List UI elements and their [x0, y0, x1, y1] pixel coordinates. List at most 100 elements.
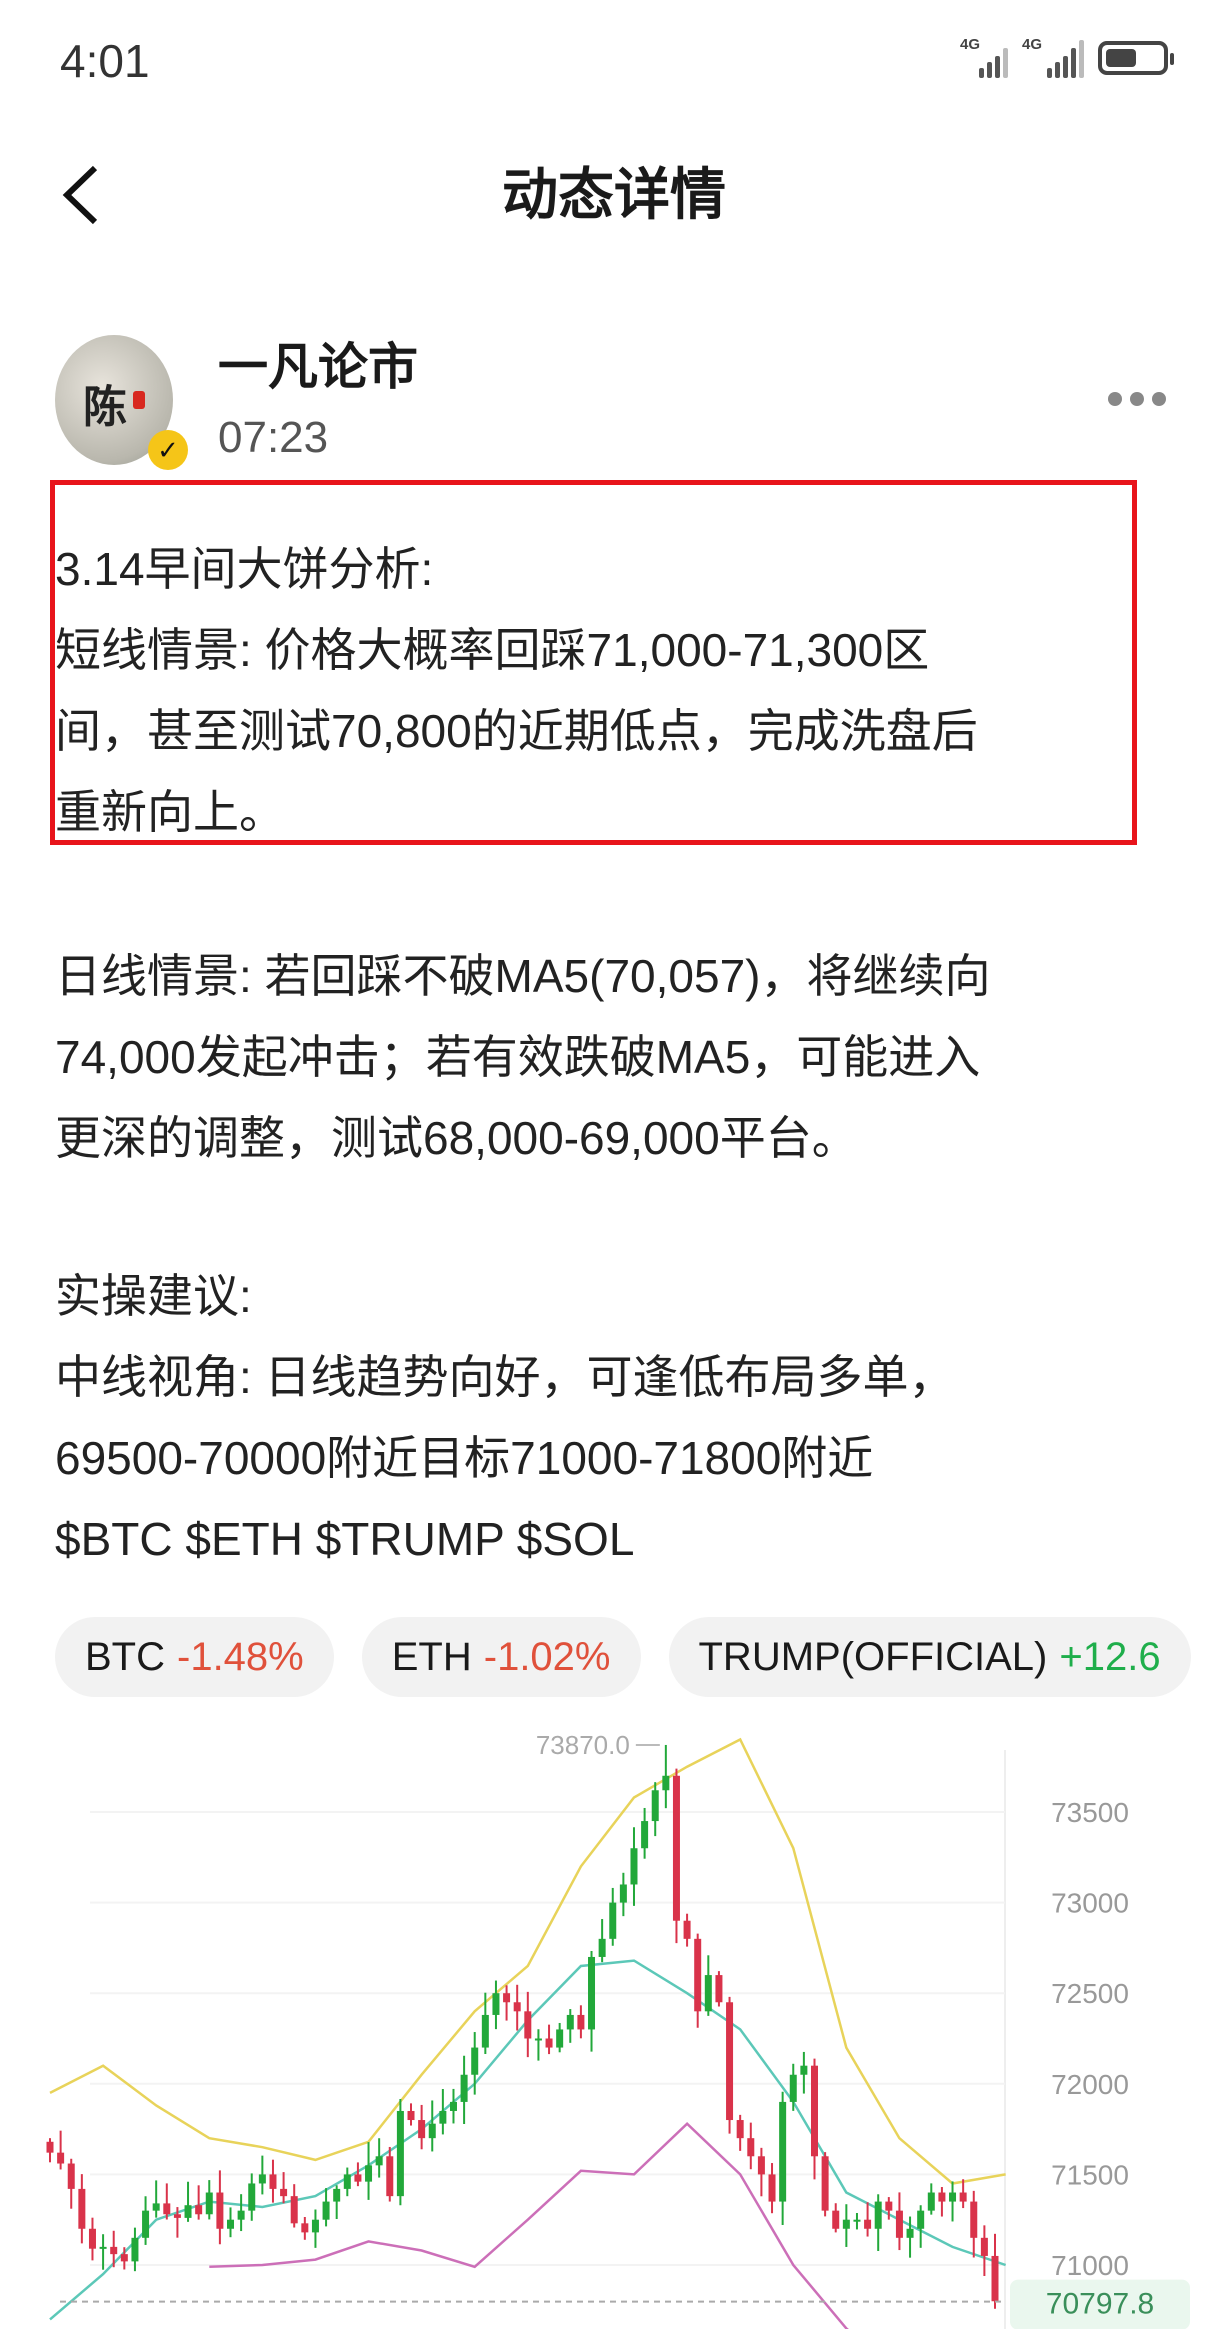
- candle-body: [142, 2210, 150, 2238]
- more-button[interactable]: [1108, 392, 1166, 406]
- candle-body: [566, 2014, 574, 2030]
- candle-body: [630, 1848, 638, 1885]
- candle-body: [651, 1790, 659, 1822]
- status-icons: 4G 4G: [960, 36, 1174, 78]
- candle-body: [895, 2210, 903, 2238]
- post-text-highlighted: 3.14早间大饼分析: 短线情景: 价格大概率回踩71,000-71,300区 …: [55, 529, 1195, 853]
- candle-body: [757, 2156, 765, 2175]
- candle-body: [821, 2156, 829, 2211]
- candle-body: [980, 2237, 988, 2256]
- axis-labels: 73500 73000 72500 72000 71500 71000 73870.0 707…: [60, 1730, 1190, 2329]
- highlight-box: [50, 480, 1137, 845]
- candle-body: [99, 2246, 107, 2249]
- network-label: 4G: [960, 36, 981, 53]
- candle-body: [152, 2203, 160, 2211]
- candle-body: [906, 2228, 914, 2238]
- post-time: 07:23: [218, 413, 329, 462]
- candle-body: [449, 2101, 457, 2111]
- candle-body: [853, 2219, 861, 2222]
- candle-body: [258, 2174, 266, 2184]
- candle-body: [428, 2123, 436, 2139]
- candle-body: [874, 2201, 882, 2229]
- candle-body: [163, 2203, 171, 2215]
- candle-body: [311, 2219, 319, 2233]
- candle-body: [343, 2174, 351, 2189]
- candle-body: [789, 2074, 797, 2102]
- candle-body: [365, 2165, 373, 2182]
- battery-fill: [1106, 49, 1136, 67]
- candle-body: [120, 2254, 128, 2262]
- y-tick-label: 72500: [1051, 1978, 1129, 2009]
- chip-btc[interactable]: BTC -1.48%: [55, 1617, 334, 1697]
- candle-body: [386, 2156, 394, 2197]
- candle-body: [481, 2014, 489, 2048]
- candle-body: [662, 1775, 670, 1791]
- candle-body: [471, 2047, 479, 2075]
- chip-eth[interactable]: ETH -1.02%: [361, 1617, 641, 1697]
- lower-band-line: [209, 2121, 849, 2329]
- y-tick-label: 71000: [1051, 2250, 1129, 2281]
- text-line: 69500-70000附近目标71000-71800附近: [55, 1432, 874, 1484]
- candle-body: [492, 1993, 500, 2015]
- last-price-label: 70797.8: [1046, 2288, 1154, 2321]
- hashtags[interactable]: $BTC $ETH $TRUMP $SOL: [55, 1513, 635, 1565]
- text-line: 重新向上。: [55, 786, 285, 838]
- candle-body: [800, 2065, 808, 2075]
- candle-body: [991, 2255, 999, 2302]
- candle-body: [534, 2038, 542, 2041]
- candle-body: [248, 2183, 256, 2211]
- y-tick-label: 73500: [1051, 1797, 1129, 1828]
- chip-change: +12.6: [1059, 1634, 1161, 1679]
- text-line: 更深的调整，测试68,000-69,000平台。: [55, 1112, 858, 1164]
- candle-body: [545, 2038, 553, 2048]
- candle-body: [885, 2201, 893, 2211]
- candle-body: [704, 1975, 712, 2012]
- candle-body: [333, 2188, 341, 2202]
- signal-icon: 4G: [960, 36, 1008, 78]
- candle-body: [290, 2196, 298, 2224]
- chip-symbol: BTC: [85, 1634, 165, 1679]
- candle-body: [269, 2174, 277, 2189]
- candle-body: [407, 2110, 415, 2121]
- candle-body: [418, 2120, 426, 2139]
- post-text-daily: 日线情景: 若回踩不破MA5(70,057)，将继续向 74,000发起冲击；若…: [55, 936, 1195, 1179]
- candle-body: [864, 2219, 872, 2229]
- candle-body: [810, 2065, 818, 2157]
- candle-body: [513, 2002, 521, 2012]
- price-chart[interactable]: 73500 73000 72500 72000 71500 71000 73870.0 707…: [0, 1730, 1228, 2329]
- text-line: 日线情景: 若回踩不破MA5(70,057)，将继续向: [55, 950, 991, 1002]
- last-price-tag: [1010, 2279, 1190, 2329]
- candle-body: [556, 2029, 564, 2048]
- candle-body: [609, 1902, 617, 1939]
- network-label: 4G: [1022, 36, 1043, 53]
- post-text-advice: 实操建议: 中线视角: 日线趋势向好，可逢低布局多单， 69500-70000附…: [55, 1256, 1195, 1580]
- candle-body: [237, 2210, 245, 2220]
- text-line: 短线情景: 价格大概率回踩71,000-71,300区: [55, 624, 930, 676]
- candle-body: [184, 2205, 192, 2218]
- chart-grid: [90, 1750, 1006, 2329]
- more-dots-icon: [1108, 392, 1122, 406]
- back-button[interactable]: [55, 160, 115, 230]
- chip-trump[interactable]: TRUMP(OFFICIAL) +12.6: [668, 1617, 1191, 1697]
- candle-body: [715, 1975, 723, 2003]
- more-dots-icon: [1130, 392, 1144, 406]
- status-time: 4:01: [60, 35, 150, 87]
- text-line: 实操建议:: [55, 1270, 252, 1322]
- candle-body: [694, 1938, 702, 2012]
- avatar-char: 陈: [83, 382, 127, 433]
- page-title: 动态详情: [502, 163, 726, 226]
- candle-body: [747, 2138, 755, 2157]
- text-line: 中线视角: 日线趋势向好，可逢低布局多单，: [55, 1351, 955, 1403]
- candle-body: [88, 2228, 96, 2249]
- author-name[interactable]: 一凡论市: [218, 339, 418, 395]
- candle-body: [641, 1821, 649, 1849]
- candle-body: [832, 2210, 840, 2229]
- candle-body: [375, 2156, 383, 2166]
- candle-body: [672, 1775, 680, 1921]
- candle-body: [78, 2188, 86, 2229]
- chip-symbol: ETH: [391, 1634, 472, 1679]
- candle-body: [301, 2223, 309, 2233]
- candle-body: [726, 2002, 734, 2121]
- y-tick-label: 72000: [1051, 2069, 1129, 2100]
- candle-body: [503, 1993, 511, 2003]
